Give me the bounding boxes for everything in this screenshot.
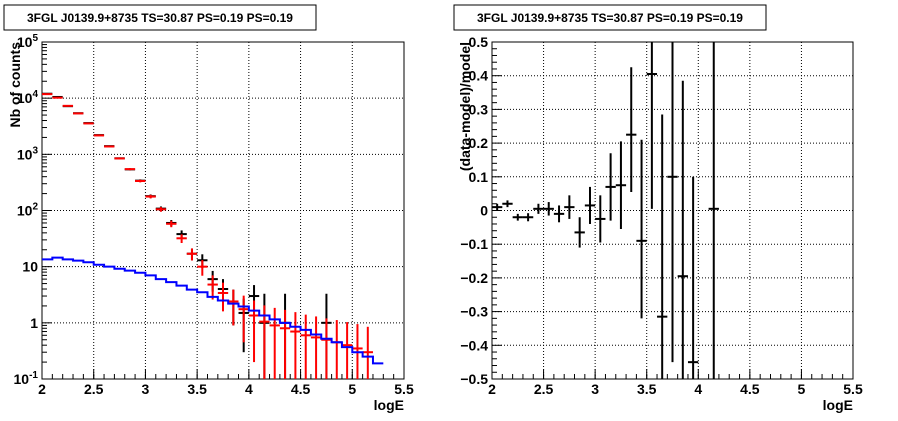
counts-data-point — [290, 312, 301, 379]
counts-xtick-label: 3.5 — [187, 381, 207, 397]
counts-data-point — [166, 220, 177, 228]
counts-data-point — [104, 145, 115, 148]
counts-title: 3FGL J0139.9+8735 TS=30.87 PS=0.19 PS=0.… — [27, 11, 293, 25]
residual-data-point — [564, 195, 575, 219]
counts-data-point — [279, 309, 291, 379]
counts-data-point — [62, 104, 74, 107]
counts-ylabel: Nb of counts — [7, 42, 23, 128]
residual-ylabel: (data-model)/model — [457, 42, 473, 171]
residual-ytick-label: −0.3 — [460, 304, 488, 320]
residual-data-point — [646, 42, 658, 209]
residual-data-point — [584, 186, 596, 224]
residual-ytick-label: 0 — [480, 203, 488, 219]
residual-xtick-label: 3.5 — [637, 381, 657, 397]
counts-data-point — [176, 234, 187, 243]
residual-xtick-label: 5 — [798, 381, 806, 397]
counts-ytick-label: 102 — [17, 202, 39, 219]
counts-xlabel: logE — [374, 397, 404, 413]
counts-ytick-label: 103 — [17, 145, 39, 162]
counts-data-point — [207, 275, 218, 300]
counts-data-point — [83, 122, 94, 125]
counts-data-point — [238, 295, 249, 343]
counts-series — [42, 92, 384, 379]
residual-data-point — [522, 213, 534, 222]
residual-data-point — [615, 141, 627, 230]
counts-data-point — [145, 194, 156, 199]
residual-data-point — [626, 67, 637, 192]
residual-data-point — [533, 203, 544, 214]
counts-data-point — [331, 320, 342, 379]
residual-ytick-label: 0.2 — [469, 135, 489, 151]
residual-ytick-label: 0.3 — [469, 101, 489, 117]
counts-model-line — [42, 256, 384, 365]
residual-ytick-label: −0.1 — [460, 236, 488, 252]
counts-xtick-label: 2.5 — [84, 381, 104, 397]
counts-data-point — [217, 282, 229, 312]
counts-data-point — [341, 322, 353, 379]
counts-data-point — [155, 207, 167, 212]
counts-data-point — [114, 157, 125, 160]
residual-data-point — [636, 139, 647, 319]
counts-data-point — [73, 112, 84, 115]
residual-xtick-label: 3 — [591, 381, 599, 397]
residual-data-point — [708, 42, 719, 379]
counts-title-box: 3FGL J0139.9+8735 TS=30.87 PS=0.19 PS=0.… — [3, 4, 317, 31]
counts-data-point — [310, 316, 322, 379]
residual-xtick-label: 4.5 — [740, 381, 760, 397]
residual-data-point — [657, 114, 668, 379]
counts-xtick-label: 4 — [245, 381, 253, 397]
counts-data-point — [259, 305, 270, 379]
residual-xtick-label: 2.5 — [534, 381, 554, 397]
counts-data-point — [186, 248, 198, 261]
residual-data-point — [595, 195, 606, 243]
counts-xtick-label: 3 — [142, 381, 150, 397]
residual-data-point — [543, 202, 554, 216]
counts-ytick-label: 10 — [22, 259, 38, 275]
residual-data-point — [687, 176, 699, 379]
counts-data-point — [300, 314, 311, 379]
residual-data-point — [605, 153, 616, 221]
counts-xtick-label: 5.5 — [394, 381, 414, 397]
counts-data-point — [362, 326, 373, 379]
counts-data-point — [124, 168, 136, 171]
counts-data-point — [93, 134, 105, 137]
residual-data-point — [492, 203, 503, 211]
residual-ticks: 2 2.5 3 3.5 4 4.5 5 5.5 −0.5 −0.4 −0.3 −0.2 −0.1 0 0.1… — [460, 34, 863, 397]
residual-xlabel: logE — [823, 397, 853, 413]
residual-panel: 2 2.5 3 3.5 4 4.5 5 5.5 −0.5 −0.4 −0.3 −0.2 −0.1 0 0.1… — [453, 4, 863, 413]
residual-title: 3FGL J0139.9+8735 TS=30.87 PS=0.19 PS=0.… — [477, 11, 743, 25]
residual-data-point — [574, 217, 585, 248]
residual-data-point — [667, 42, 678, 363]
counts-xtick-label: 5 — [348, 381, 356, 397]
residual-data-point — [502, 200, 513, 208]
counts-data-point — [228, 289, 239, 326]
residual-xtick-label: 5.5 — [843, 381, 863, 397]
residual-data-point — [512, 213, 523, 221]
residual-xtick-label: 2 — [488, 381, 496, 397]
counts-data-point — [135, 179, 146, 183]
residual-ytick-label: 0.5 — [469, 34, 489, 50]
residual-ytick-label: −0.4 — [460, 337, 488, 353]
counts-data-point — [321, 318, 332, 379]
counts-data-point — [197, 260, 208, 276]
residual-ytick-label: 0.4 — [469, 68, 489, 84]
residual-ytick-label: −0.5 — [460, 371, 488, 387]
counts-ytick-label: 10-1 — [14, 370, 39, 387]
counts-ytick-label: 1 — [30, 315, 38, 331]
residual-data-point — [677, 80, 688, 379]
residual-xtick-label: 4 — [694, 381, 702, 397]
residual-series — [492, 42, 719, 379]
residual-ytick-label: 0.1 — [469, 169, 489, 185]
counts-xtick-label: 4.5 — [291, 381, 311, 397]
residual-title-box: 3FGL J0139.9+8735 TS=30.87 PS=0.19 PS=0.… — [453, 4, 767, 31]
residual-data-point — [553, 205, 565, 223]
counts-grid — [42, 42, 404, 379]
counts-xtick-label: 2 — [38, 381, 46, 397]
residual-ytick-label: −0.2 — [460, 270, 488, 286]
